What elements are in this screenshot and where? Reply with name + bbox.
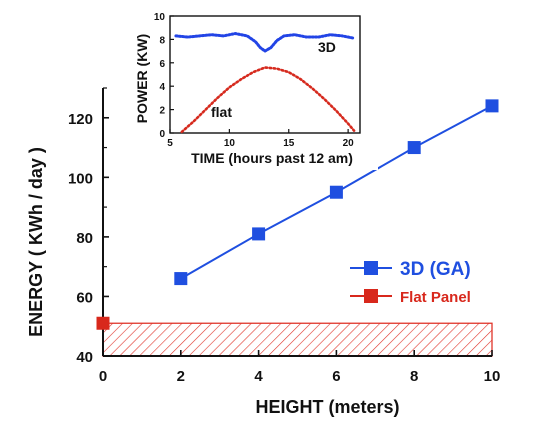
inset-annotation-3d: 3D [318, 39, 336, 55]
inset-x-tick-label: 5 [167, 138, 173, 149]
series-flat-panel-point [96, 316, 110, 330]
series-3d-ga-point [174, 272, 188, 286]
series-3d-ga-point [407, 141, 421, 155]
inset-y-tick-label: 0 [159, 129, 165, 140]
inset-y-tick-label: 6 [159, 59, 165, 70]
inset-background [118, 0, 378, 170]
legend-3d-ga-marker [364, 261, 378, 275]
inset-x-tick-label: 15 [283, 138, 295, 149]
y-tick-label: 40 [76, 349, 93, 366]
legend-flat-panel-marker [364, 289, 378, 303]
inset-y-tick-label: 2 [159, 106, 165, 117]
y-tick-label: 80 [76, 230, 93, 247]
inset-frame [169, 15, 361, 134]
inset-x-tick-label: 10 [224, 138, 236, 149]
x-axis-label: HEIGHT (meters) [255, 397, 399, 417]
y-tick-label: 100 [68, 170, 93, 187]
x-tick-label: 8 [410, 368, 418, 385]
y-tick-label: 60 [76, 289, 93, 306]
y-axis-label: ENERGY ( KWh / day ) [26, 147, 46, 337]
inset-y-tick-label: 4 [159, 82, 165, 93]
x-tick-label: 0 [99, 368, 107, 385]
series-3d-ga-point [252, 227, 266, 241]
inset-x-tick-label: 20 [343, 138, 355, 149]
inset-series-flat-line [180, 66, 356, 134]
inset-y-tick-label: 8 [159, 35, 165, 46]
x-tick-label: 2 [177, 368, 185, 385]
series-3d-ga-point [329, 185, 343, 199]
inset-y-tick-label: 10 [154, 12, 166, 23]
flat-panel-band [102, 322, 493, 357]
inset-annotation-flat: flat [211, 104, 232, 120]
x-tick-label: 4 [254, 368, 263, 385]
legend-3d-ga-label: 3D (GA) [400, 259, 471, 280]
inset-x-axis-label: TIME (hours past 12 am) [191, 150, 353, 166]
inset-series-3d-line [174, 32, 356, 53]
x-tick-label: 6 [332, 368, 340, 385]
series-3d-ga-point [485, 99, 499, 113]
legend-flat-panel-label: Flat Panel [400, 289, 471, 306]
y-tick-label: 120 [68, 111, 93, 128]
inset-y-axis-label: POWER (KW) [134, 34, 150, 123]
x-tick-label: 10 [484, 368, 501, 385]
